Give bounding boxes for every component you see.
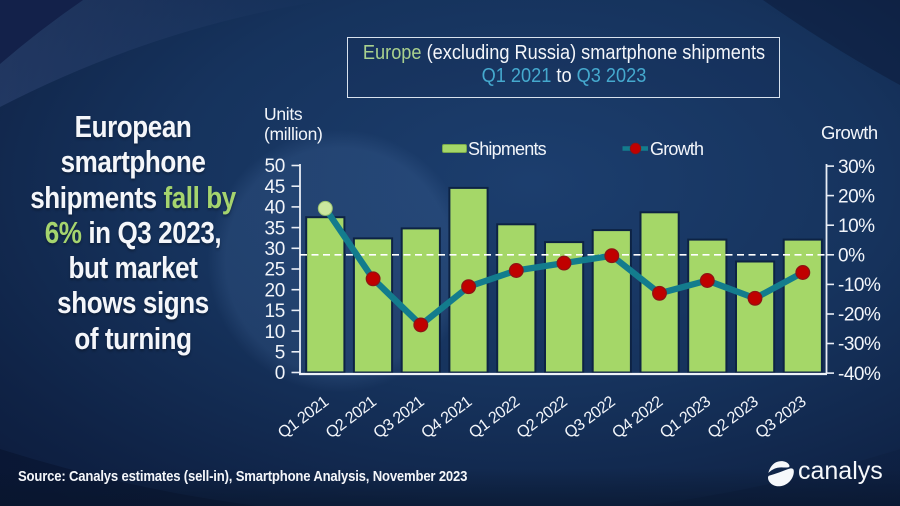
svg-text:35: 35 <box>264 218 285 239</box>
svg-text:Shipments: Shipments <box>468 139 547 159</box>
svg-text:20%: 20% <box>838 186 875 207</box>
svg-text:Q4 2021: Q4 2021 <box>418 392 476 442</box>
svg-text:50: 50 <box>264 156 285 177</box>
svg-text:0%: 0% <box>838 246 865 267</box>
svg-text:45: 45 <box>264 177 285 198</box>
svg-text:Q2 2021: Q2 2021 <box>322 392 380 442</box>
svg-text:Growth: Growth <box>821 122 878 143</box>
svg-text:Q1 2023: Q1 2023 <box>657 392 715 442</box>
svg-text:30: 30 <box>264 239 285 260</box>
svg-text:30%: 30% <box>838 157 875 178</box>
svg-text:10: 10 <box>264 322 285 343</box>
svg-text:5: 5 <box>275 343 285 364</box>
svg-text:Q2 2023: Q2 2023 <box>704 392 762 442</box>
svg-text:-20%: -20% <box>838 305 881 326</box>
svg-text:15: 15 <box>264 301 285 322</box>
svg-text:Q1 2022: Q1 2022 <box>466 392 524 442</box>
svg-text:Units: Units <box>264 104 303 124</box>
svg-text:(million): (million) <box>264 124 323 144</box>
svg-text:10%: 10% <box>838 216 875 237</box>
svg-text:Q4 2022: Q4 2022 <box>609 392 667 442</box>
svg-text:0: 0 <box>275 363 285 384</box>
svg-text:40: 40 <box>264 198 285 219</box>
svg-text:Q1 2021: Q1 2021 <box>275 392 333 442</box>
svg-text:-10%: -10% <box>838 275 881 296</box>
svg-text:25: 25 <box>264 260 285 281</box>
svg-text:20: 20 <box>264 280 285 301</box>
svg-text:Q3 2023: Q3 2023 <box>752 392 810 442</box>
svg-text:Q3 2022: Q3 2022 <box>561 392 619 442</box>
svg-text:Growth: Growth <box>650 139 703 159</box>
svg-text:Q2 2022: Q2 2022 <box>513 392 571 442</box>
svg-text:Q3 2021: Q3 2021 <box>370 392 428 442</box>
svg-text:-40%: -40% <box>838 364 881 385</box>
svg-text:-30%: -30% <box>838 334 881 355</box>
